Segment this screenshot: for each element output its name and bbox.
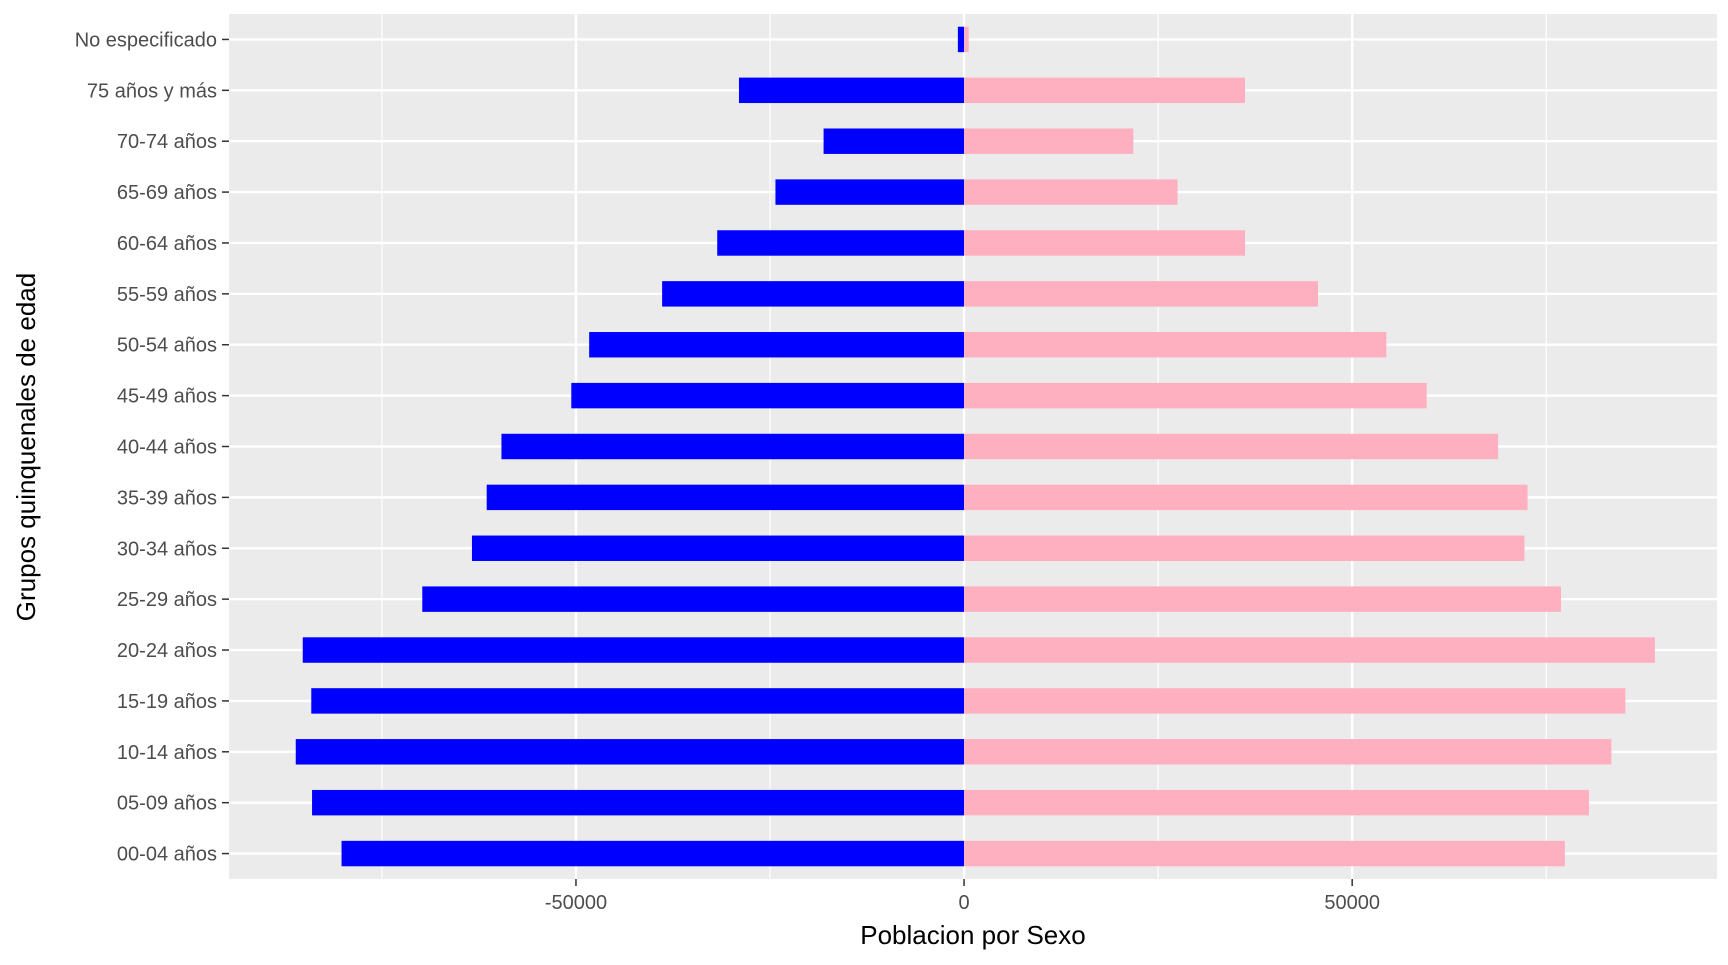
bar-positive-9 [964,382,1427,409]
bar-positive-11 [964,281,1319,307]
y-tick-label: 00-04 años [117,844,217,866]
bar-positive-2 [964,739,1612,765]
y-tick-label: 50-54 años [117,335,217,357]
bar-negative-5 [422,586,965,612]
y-tick-label: 25-29 años [117,589,217,611]
y-axis-title: Grupos quinquenales de edad [11,273,41,621]
y-tick-label: 45-49 años [117,386,217,408]
bar-positive-15 [964,77,1246,104]
y-tick-label: 75 años y más [87,80,217,102]
x-tick-label: 0 [959,892,970,914]
bar-positive-5 [964,586,1561,612]
bar-negative-10 [589,332,965,358]
x-tick-label: -50000 [545,892,607,914]
bar-positive-16 [964,26,969,53]
y-tick-label: 10-14 años [117,742,217,764]
bar-positive-8 [964,433,1499,460]
bar-negative-14 [823,128,965,154]
y-tick-label: 05-09 años [117,793,217,815]
bar-negative-0 [341,840,965,867]
bar-negative-9 [571,382,965,409]
y-tick-label: No especificado [75,29,217,51]
y-tick-label: 20-24 años [117,640,217,662]
bar-positive-0 [964,840,1565,867]
bar-positive-4 [964,637,1655,663]
bar-negative-15 [738,77,965,104]
bar-positive-3 [964,688,1626,714]
x-tick-label: 50000 [1324,892,1380,914]
y-tick-label: 30-34 años [117,538,217,560]
bars [295,26,1655,867]
bar-negative-4 [302,637,965,663]
bar-negative-13 [775,179,965,205]
bar-positive-6 [964,535,1525,561]
y-tick-label: 65-69 años [117,182,217,204]
bar-positive-12 [964,230,1246,256]
bar-positive-7 [964,484,1528,511]
bar-negative-12 [717,230,965,256]
bar-negative-1 [312,789,965,816]
bar-negative-8 [501,433,965,460]
bar-negative-6 [471,535,965,561]
bar-positive-10 [964,332,1387,358]
bar-negative-2 [295,739,965,765]
y-tick-label: 60-64 años [117,233,217,255]
bar-negative-3 [311,688,965,714]
bar-positive-13 [964,179,1178,205]
y-tick-label: 35-39 años [117,487,217,509]
bar-negative-16 [957,26,965,53]
y-axis: 00-04 años 05-09 años 10-14 años 15-19 años… [75,29,229,866]
y-tick-label: 70-74 años [117,131,217,153]
bar-positive-1 [964,789,1589,816]
y-tick-label: 55-59 años [117,284,217,306]
x-axis: -50000 0 50000 [545,879,1380,914]
y-tick-label: 15-19 años [117,691,217,713]
y-tick-label: 40-44 años [117,437,217,459]
bar-negative-7 [486,484,965,511]
x-axis-title: Poblacion por Sexo [860,920,1085,950]
bar-negative-11 [662,281,965,307]
bar-positive-14 [964,128,1134,154]
